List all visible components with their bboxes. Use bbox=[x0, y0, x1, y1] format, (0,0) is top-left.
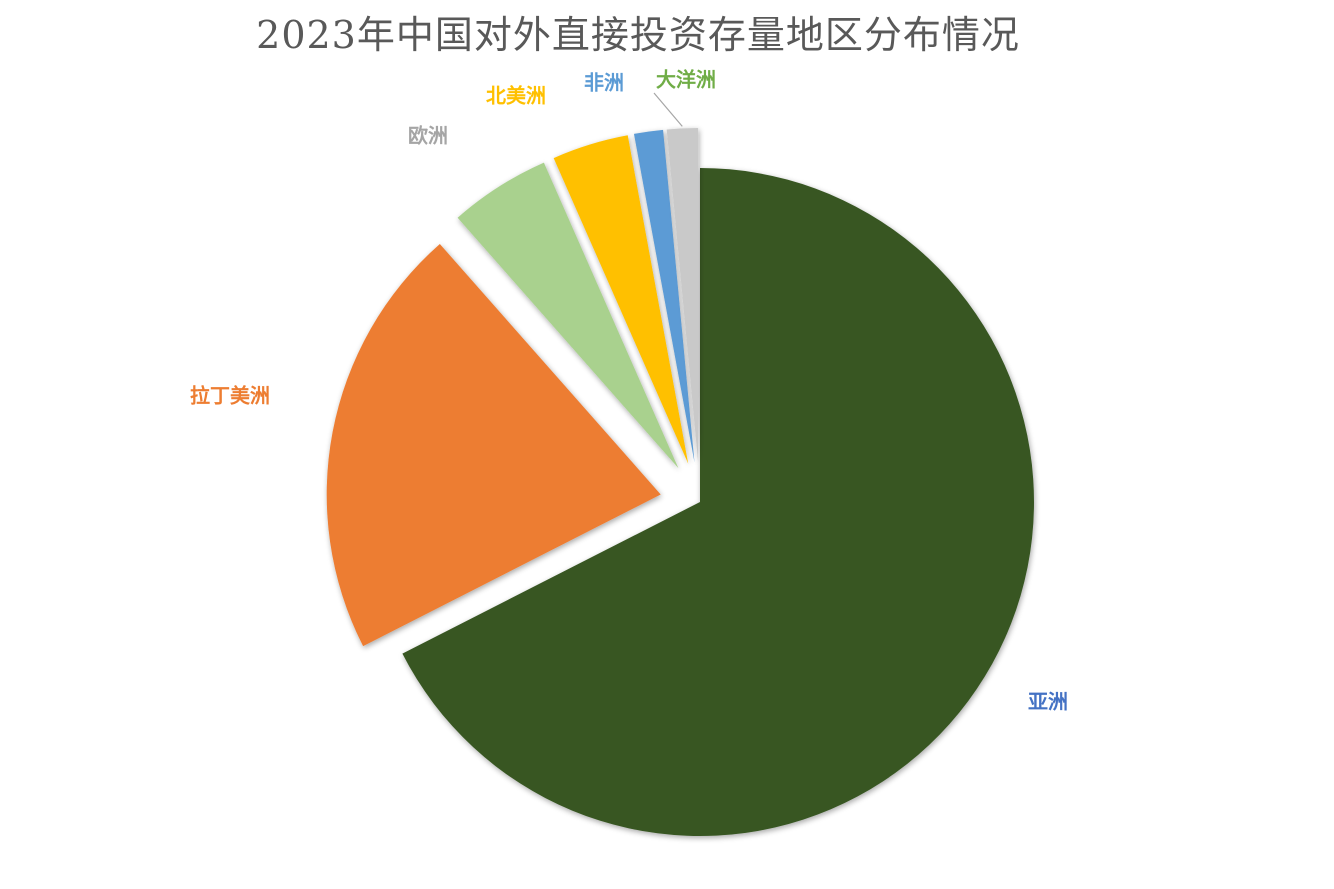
pie-slice-2 bbox=[457, 162, 679, 469]
pie-slice-0 bbox=[402, 168, 1034, 837]
slice-label-1: 拉丁美洲 bbox=[190, 384, 270, 408]
pie-slices bbox=[326, 128, 1034, 837]
pie-slice-4 bbox=[633, 129, 695, 463]
pie-slice-1 bbox=[326, 243, 661, 647]
label-leader-lines bbox=[653, 92, 683, 127]
pie-slice-3 bbox=[553, 135, 689, 464]
slice-label-4: 非洲 bbox=[584, 71, 624, 95]
slice-label-2: 欧洲 bbox=[408, 124, 448, 148]
leader-line-5 bbox=[653, 92, 683, 127]
chart-title: 2023年中国对外直接投资存量地区分布情况 bbox=[256, 13, 1020, 57]
pie-slice-5 bbox=[666, 128, 699, 463]
slice-label-5: 大洋洲 bbox=[656, 68, 716, 92]
pie-slice-labels: 亚洲 拉丁美洲 欧洲 北美洲 非洲 大洋洲 bbox=[190, 68, 1068, 714]
slice-label-3: 北美洲 bbox=[486, 84, 546, 108]
slice-label-0: 亚洲 bbox=[1028, 690, 1068, 714]
